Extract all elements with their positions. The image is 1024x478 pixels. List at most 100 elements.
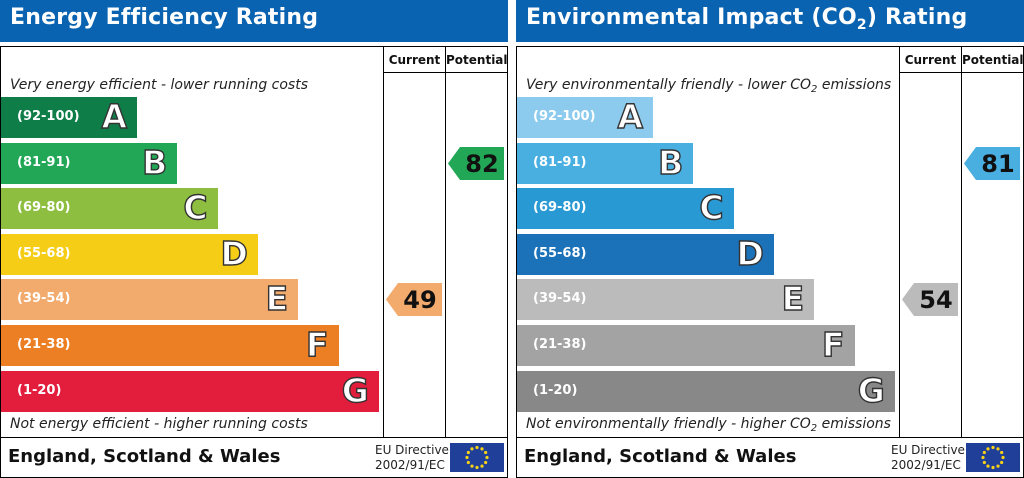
top-note: Very energy efficient - lower running co…: [10, 77, 308, 93]
eu-star-icon: [991, 445, 995, 450]
band-range-label: (69-80): [17, 200, 71, 216]
energy-efficiency-chart: Energy Efficiency Rating Current Potenti…: [0, 0, 508, 478]
chart-header: Environmental Impact (CO2) Rating: [516, 0, 1024, 42]
eu-star-icon: [470, 464, 474, 468]
band-letter: G: [857, 370, 885, 410]
current-rating-value: 49: [403, 286, 437, 315]
band-e: (39-54) E: [517, 279, 815, 321]
eu-star-icon: [991, 465, 995, 470]
band-letter: D: [220, 233, 249, 273]
eu-directive-label: EU Directive 2002/91/EC: [891, 443, 965, 473]
header-divider: [899, 72, 1023, 73]
eu-star-icon: [475, 445, 479, 450]
directive-line-2: 2002/91/EC: [375, 458, 445, 472]
potential-marker-arrow: [964, 146, 1020, 180]
band-a: (92-100) A: [517, 96, 653, 138]
chart-header: Energy Efficiency Rating: [0, 0, 508, 42]
band-g: (1-20) G: [517, 370, 895, 412]
eu-star-icon: [981, 455, 985, 460]
eu-star-icon: [982, 450, 986, 455]
current-column-header: Current: [388, 53, 441, 67]
current-marker-shape: [386, 283, 442, 317]
band-letter: A: [617, 96, 644, 136]
potential-column-header: Potential: [962, 53, 1024, 67]
band-letter: C: [183, 187, 209, 228]
column-divider: [899, 46, 900, 437]
potential-rating-value: 82: [465, 149, 499, 178]
eu-flag-icon: [966, 443, 1020, 472]
column-divider: [961, 46, 962, 437]
band-range-label: (1-20): [533, 382, 578, 398]
current-marker-arrow: [386, 283, 442, 317]
eu-directive-label: EU Directive 2002/91/EC: [375, 443, 449, 473]
band-range-label: (39-54): [533, 291, 587, 307]
potential-marker-arrow: [448, 146, 504, 180]
band-range-label: (69-80): [533, 200, 587, 216]
potential-rating-marker: 81: [964, 146, 1020, 180]
band-d: (55-68) D: [1, 233, 258, 275]
header-divider: [383, 72, 507, 73]
band-range-label: (21-38): [533, 337, 587, 352]
bottom-note: Not environmentally friendly - higher CO…: [526, 416, 891, 434]
band-range-label: (21-38): [17, 337, 71, 352]
eu-star-icon: [1000, 460, 1004, 465]
column-divider: [445, 46, 446, 437]
band-range-label: (1-20): [17, 382, 62, 398]
footer-divider: [516, 437, 1023, 438]
band-letter: D: [736, 233, 765, 273]
band-range-label: (81-91): [17, 154, 71, 170]
band-range-label: (92-100): [533, 109, 596, 124]
eu-star-icon: [484, 460, 488, 465]
eu-star-icon: [465, 455, 469, 460]
current-marker-arrow: [902, 283, 958, 317]
eu-star-icon: [470, 447, 474, 451]
eu-star-icon: [986, 464, 990, 468]
eu-star-icon: [480, 447, 484, 451]
column-divider: [383, 46, 384, 437]
current-rating-marker: 49: [386, 283, 442, 317]
band-letter: F: [305, 324, 329, 364]
band-range-label: (55-68): [17, 245, 71, 261]
eu-star-icon: [996, 464, 1000, 468]
band-letter: A: [101, 96, 128, 136]
eu-star-icon: [475, 465, 479, 470]
eu-star-icon: [466, 460, 470, 465]
chart-title: Environmental Impact (CO2) Rating: [526, 5, 968, 33]
eu-star-icon: [480, 464, 484, 468]
band-range-label: (81-91): [533, 154, 587, 170]
top-note: Very environmentally friendly - lower CO…: [526, 77, 892, 95]
band-c: (69-80) C: [517, 187, 734, 230]
potential-rating-value: 81: [981, 149, 1015, 178]
potential-rating-marker: 82: [448, 146, 504, 180]
chart-title: Energy Efficiency Rating: [10, 5, 319, 30]
bottom-note: Not energy efficient - higher running co…: [10, 416, 308, 432]
eu-star-icon: [986, 447, 990, 451]
band-e: (39-54) E: [1, 279, 299, 321]
eu-star-icon: [1000, 450, 1004, 455]
eu-star-icon: [1001, 455, 1005, 460]
potential-marker-shape: [448, 146, 504, 180]
band-c: (69-80) C: [1, 187, 218, 230]
region-label: England, Scotland & Wales: [524, 446, 797, 467]
potential-column-header: Potential: [446, 53, 508, 67]
eu-flag-icon: [450, 443, 504, 472]
current-rating-marker: 54: [902, 283, 958, 317]
directive-line-2: 2002/91/EC: [891, 458, 961, 472]
band-letter: B: [141, 142, 168, 182]
current-column-header: Current: [904, 53, 957, 67]
potential-marker-shape: [964, 146, 1020, 180]
band-g: (1-20) G: [1, 370, 379, 412]
band-letter: F: [821, 324, 845, 364]
band-a: (92-100) A: [1, 96, 137, 138]
band-range-label: (55-68): [533, 245, 587, 261]
band-b: (81-91) B: [517, 142, 694, 184]
band-range-label: (39-54): [17, 291, 71, 307]
band-letter: G: [341, 370, 369, 410]
environmental-impact-chart: Environmental Impact (CO2) Rating Curren…: [516, 0, 1024, 478]
band-b: (81-91) B: [1, 142, 178, 184]
band-d: (55-68) D: [517, 233, 774, 275]
band-letter: B: [657, 142, 684, 182]
footer-divider: [0, 437, 507, 438]
band-letter: C: [699, 187, 725, 228]
eu-star-icon: [485, 455, 489, 460]
